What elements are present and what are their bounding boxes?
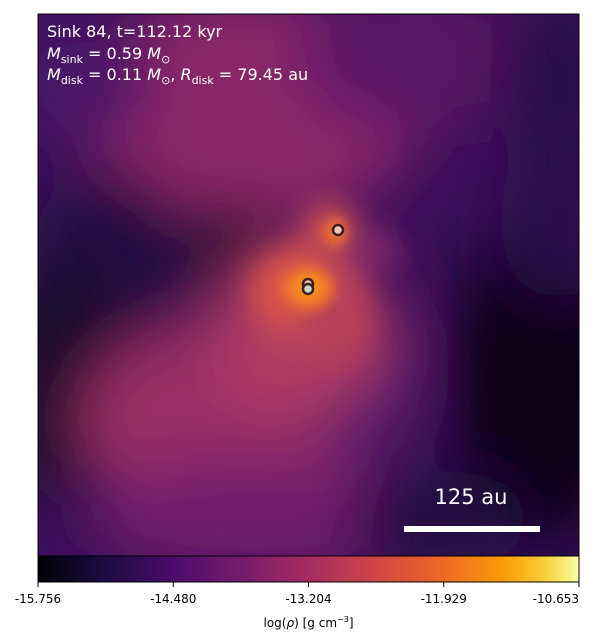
colorbar bbox=[37, 555, 580, 583]
colorbar-tick-label: -15.756 bbox=[15, 592, 61, 606]
colorbar-tick-label: -13.204 bbox=[285, 592, 331, 606]
panel-title: Sink 84, t=112.12 kyr bbox=[47, 22, 223, 41]
sink-marker bbox=[301, 282, 315, 296]
colorbar-tick-label: -11.929 bbox=[421, 592, 467, 606]
sink-marker bbox=[331, 223, 345, 237]
colorbar-label: log(ρ) [g cm−3] bbox=[264, 615, 354, 630]
sink-mass-label: Msink = 0.59 M⊙ bbox=[47, 44, 170, 66]
colorbar-tick-label: -10.653 bbox=[533, 592, 579, 606]
colorbar-ticks bbox=[37, 582, 580, 587]
scale-bar bbox=[404, 526, 540, 532]
scale-bar-label: 125 au bbox=[435, 485, 508, 509]
colorbar-tick-label: -14.480 bbox=[150, 592, 196, 606]
disk-mass-radius-label: Mdisk = 0.11 M⊙, Rdisk = 79.45 au bbox=[47, 65, 308, 87]
density-map bbox=[38, 14, 579, 556]
